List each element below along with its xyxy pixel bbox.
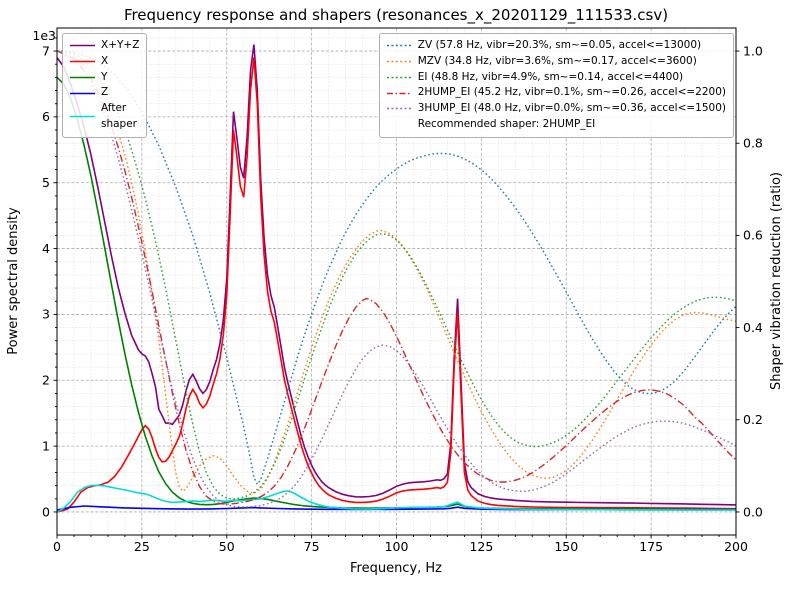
legend-entry: X: [69, 54, 139, 70]
legend-label: ZV (57.8 Hz, vibr=20.3%, sm~=0.05, accel…: [417, 39, 702, 51]
series-after-shaper: [57, 484, 736, 513]
legend-line-sample-icon: [386, 92, 412, 94]
legend-entry: Recommended shaper: 2HUMP_EI: [386, 117, 726, 133]
legend-label: EI (48.8 Hz, vibr=4.9%, sm~=0.14, accel<…: [417, 70, 684, 83]
y-axis-label-right: Shaper vibration reduction (ratio): [769, 172, 784, 390]
y-left-tick-label: 4: [42, 241, 50, 256]
tick-labels: 0 25 50 75 100 125 150 175 200 0 1 2 3 4 5 6 7 0.0 0.2 0.4 0…: [42, 43, 763, 554]
legend-line-sample-icon: [70, 45, 95, 47]
legend-line-sample-icon: [70, 60, 95, 63]
y-left-tick-label: 7: [42, 43, 50, 58]
legend-entry: Y: [69, 70, 139, 86]
series-layer: [57, 44, 736, 513]
legend-entry: 3HUMP_EI (48.0 Hz, vibr=0.0%, sm~=0.36, …: [386, 101, 726, 117]
series-2hump_ei: [57, 50, 736, 505]
y-left-tick-label: 6: [42, 109, 50, 124]
x-tick-label: 75: [304, 539, 320, 554]
y-left-tick-label: 3: [42, 307, 50, 322]
legend-label: X: [101, 54, 109, 67]
y-left-tick-label: 1: [42, 438, 50, 453]
tick-marks: [53, 37, 740, 539]
legend-entry: EI (48.8 Hz, vibr=4.9%, sm~=0.14, accel<…: [386, 70, 726, 86]
legend-entry: MZV (34.8 Hz, vibr=3.6%, sm~=0.17, accel…: [386, 54, 726, 70]
x-tick-label: 150: [554, 539, 578, 554]
series-x: [57, 57, 736, 513]
legend-entry: ZV (57.8 Hz, vibr=20.3%, sm~=0.05, accel…: [386, 38, 726, 54]
legend-label: 2HUMP_EI (45.2 Hz, vibr=0.1%, sm~=0.26, …: [417, 86, 726, 99]
x-tick-label: 175: [639, 539, 663, 554]
x-tick-label: 100: [385, 539, 409, 554]
series-mzv: [57, 50, 736, 495]
psd-legend: X+Y+Z X Y Z After shaper: [62, 33, 148, 138]
figure-title: Frequency response and shapers (resonanc…: [124, 6, 668, 25]
legend-entry: X+Y+Z: [69, 38, 139, 54]
shaper-legend: ZV (57.8 Hz, vibr=20.3%, sm~=0.05, accel…: [378, 33, 734, 138]
legend-empty-sample: [386, 119, 413, 130]
series-3hump_ei: [57, 50, 736, 508]
y-left-tick-label: 5: [42, 175, 50, 190]
legend-line-sample-icon: [70, 76, 95, 79]
legend-label: 3HUMP_EI (48.0 Hz, vibr=0.0%, sm~=0.36, …: [417, 102, 726, 114]
x-tick-label: 200: [724, 539, 748, 554]
legend-line-sample-icon: [386, 108, 412, 110]
y-right-tick-label: 0.8: [743, 136, 763, 151]
y-axis-offset-text: 1e3: [32, 28, 56, 43]
y-left-tick-label: 0: [42, 504, 50, 519]
series-ei: [57, 50, 736, 500]
x-tick-label: 50: [219, 539, 235, 554]
legend-label: Recommended shaper: 2HUMP_EI: [417, 117, 596, 130]
x-tick-label: 25: [134, 539, 150, 554]
legend-label: Y: [101, 70, 108, 83]
x-tick-label: 0: [53, 539, 61, 554]
legend-label: MZV (34.8 Hz, vibr=3.6%, sm~=0.17, accel…: [417, 54, 697, 67]
legend-line-sample-icon: [386, 60, 412, 63]
y-left-tick-label: 2: [42, 373, 50, 388]
legend-entry: 2HUMP_EI (45.2 Hz, vibr=0.1%, sm~=0.26, …: [386, 85, 726, 101]
legend-line-sample-icon: [386, 76, 412, 79]
y-right-tick-label: 0.4: [743, 320, 763, 335]
y-right-tick-label: 0.2: [743, 412, 763, 427]
x-tick-label: 125: [469, 539, 493, 554]
legend-entry: After shaper: [69, 101, 139, 133]
y-right-tick-label: 0.0: [743, 504, 763, 519]
y-right-tick-label: 0.6: [743, 228, 763, 243]
y-right-tick-label: 1.0: [743, 43, 763, 58]
legend-entry: Z: [69, 85, 139, 101]
y-axis-label-left: Power spectral density: [6, 207, 21, 355]
legend-line-sample-icon: [70, 115, 95, 118]
legend-line-sample-icon: [70, 92, 95, 94]
series-x+y+z: [57, 44, 736, 506]
x-axis-label: Frequency, Hz: [350, 561, 442, 576]
legend-label: X+Y+Z: [101, 39, 140, 51]
legend-label: After shaper: [101, 102, 138, 130]
legend-label: Z: [101, 86, 109, 99]
legend-line-sample-icon: [386, 45, 412, 47]
